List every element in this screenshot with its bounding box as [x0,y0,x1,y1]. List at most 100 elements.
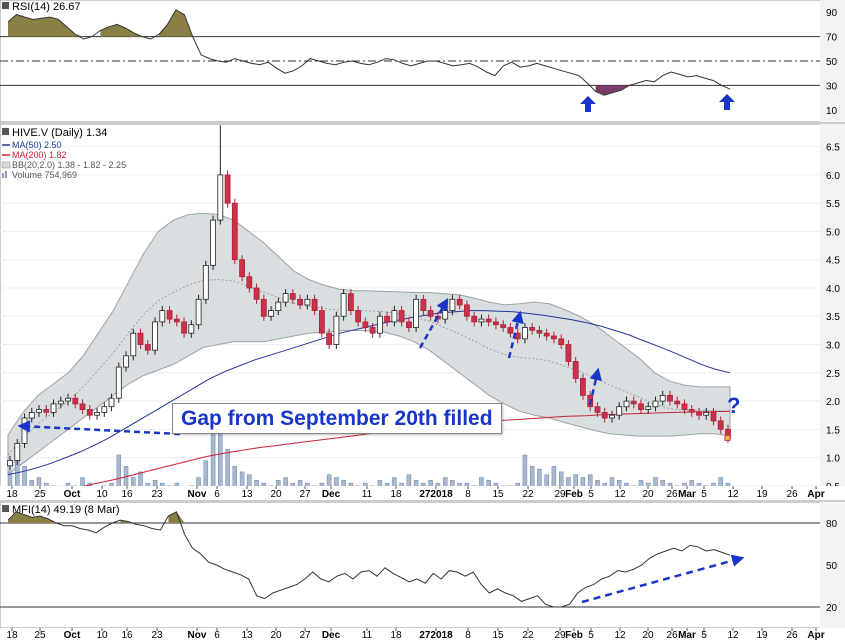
candle [79,399,86,415]
price-x-tick: 5 [588,489,594,500]
price-x-tick: 27 [299,489,311,500]
candle [355,306,362,327]
candle [638,399,644,415]
candle [630,396,637,409]
price-x-tick: Apr [807,489,824,500]
price-tick-1: 1.0 [826,454,840,465]
mfi-trend-arrow [581,554,745,604]
candle [43,405,50,417]
price-title: HIVE.V (Daily) 1.34 [12,127,107,139]
mfi-x-tick: 15 [492,630,504,641]
candle [623,396,630,412]
trend-arrow-1 [418,297,449,349]
candle [543,328,550,341]
candle [195,294,202,330]
mfi-x-tick: 18 [390,630,402,641]
price-x-tick: 20 [642,489,654,500]
candle [616,402,623,420]
price-x-tick: 16 [121,489,133,500]
price-tick-3: 3.0 [826,341,840,352]
price-x-tick: 11 [362,489,373,500]
mfi-x-tick: 16 [121,630,133,641]
price-x-tick: Mar [678,489,696,500]
candle [239,255,246,282]
mfi-x-tick: 22 [522,630,534,641]
price-tick-4.5: 4.5 [826,256,840,267]
rsi-line [7,9,731,96]
mfi-x-tick: 25 [34,630,46,641]
rsi-oversold-fill [595,85,730,96]
candle [217,125,224,225]
mfi-tick-80: 80 [826,519,838,530]
price-panel: 0.51.01.52.02.53.03.54.04.55.05.56.06.5 … [0,123,845,501]
candle [65,393,71,406]
candle [224,170,231,208]
mfi-x-tick: 19 [756,630,768,641]
candle [507,323,514,338]
price-tick-3.5: 3.5 [826,312,840,323]
candle [652,396,659,412]
trend-arrow-3 [588,367,602,406]
candle [28,407,35,423]
candle [376,311,383,338]
candle [529,323,536,335]
mfi-line [7,511,731,608]
volume-swatch [2,173,4,178]
rsi-label: RSI(14) 26.67 [12,1,80,13]
rsi-tick-50: 50 [826,57,838,68]
price-x-tick: 5 [701,489,707,500]
gap-arrow [17,420,181,436]
price-x-tick: 26 [786,489,798,500]
mfi-label: MFI(14) 49.19 (8 Mar) [12,504,120,516]
price-x-tick: 10 [96,489,108,500]
mfi-x-tick: 29 [554,630,566,641]
price-x-tick: Oct [64,489,81,500]
candle [246,272,253,293]
mfi-x-tick: 20 [642,630,654,641]
candle [609,410,615,423]
candle [580,373,586,400]
candle [471,311,478,327]
bb-swatch [1,161,11,169]
rsi-fill [8,9,730,96]
candle [522,323,528,344]
price-legend: HIVE.V (Daily) 1.34 MA(50) 2.50 MA(200) … [1,127,126,180]
mfi-x-tick: 10 [96,630,108,641]
candle [86,405,93,420]
candle [275,297,282,316]
volume-legend: Volume 754,969 [12,170,77,180]
candle [311,294,318,316]
candle [130,328,137,361]
candle [123,351,129,372]
candle [289,289,296,304]
mfi-x-axis: 18 25 Oct 10 16 23 Nov 6 13 20 27 Dec 11 18 272018 8 15 2… [0,628,845,642]
mfi-x-tick: Apr [807,630,824,641]
mfi-x-tick: 5 [701,630,707,641]
ma50-legend: MA(50) 2.50 [12,140,62,150]
price-x-tick: Feb [565,489,583,500]
candle [340,289,347,321]
mfi-panel: MFI(14) 49.19 (8 Mar) 20 50 80 [0,501,845,629]
rsi-tick-70: 70 [826,33,838,44]
candle [144,339,151,355]
mfi-x-tick: 5 [588,630,594,641]
mfi-x-tick: 12 [614,630,626,641]
mfi-panel-icon [2,505,9,512]
price-x-tick: 22 [522,489,534,500]
candle [108,393,115,412]
bb-legend: BB(20,2.0) 1.38 - 1.82 - 2.25 [12,160,126,170]
candle [94,407,100,420]
candle [384,311,391,327]
price-x-tick: 19 [756,489,768,500]
mfi-x-tick: 11 [362,630,373,641]
candle [282,289,289,307]
candle [188,320,195,338]
mfi-x-tick: 8 [465,630,471,641]
price-x-tick: Dec [322,489,341,500]
candle [558,334,565,350]
mfi-x-tick: 23 [151,630,163,641]
candle [717,416,724,434]
candle [681,399,688,415]
candle [420,294,427,316]
candle [115,362,122,403]
